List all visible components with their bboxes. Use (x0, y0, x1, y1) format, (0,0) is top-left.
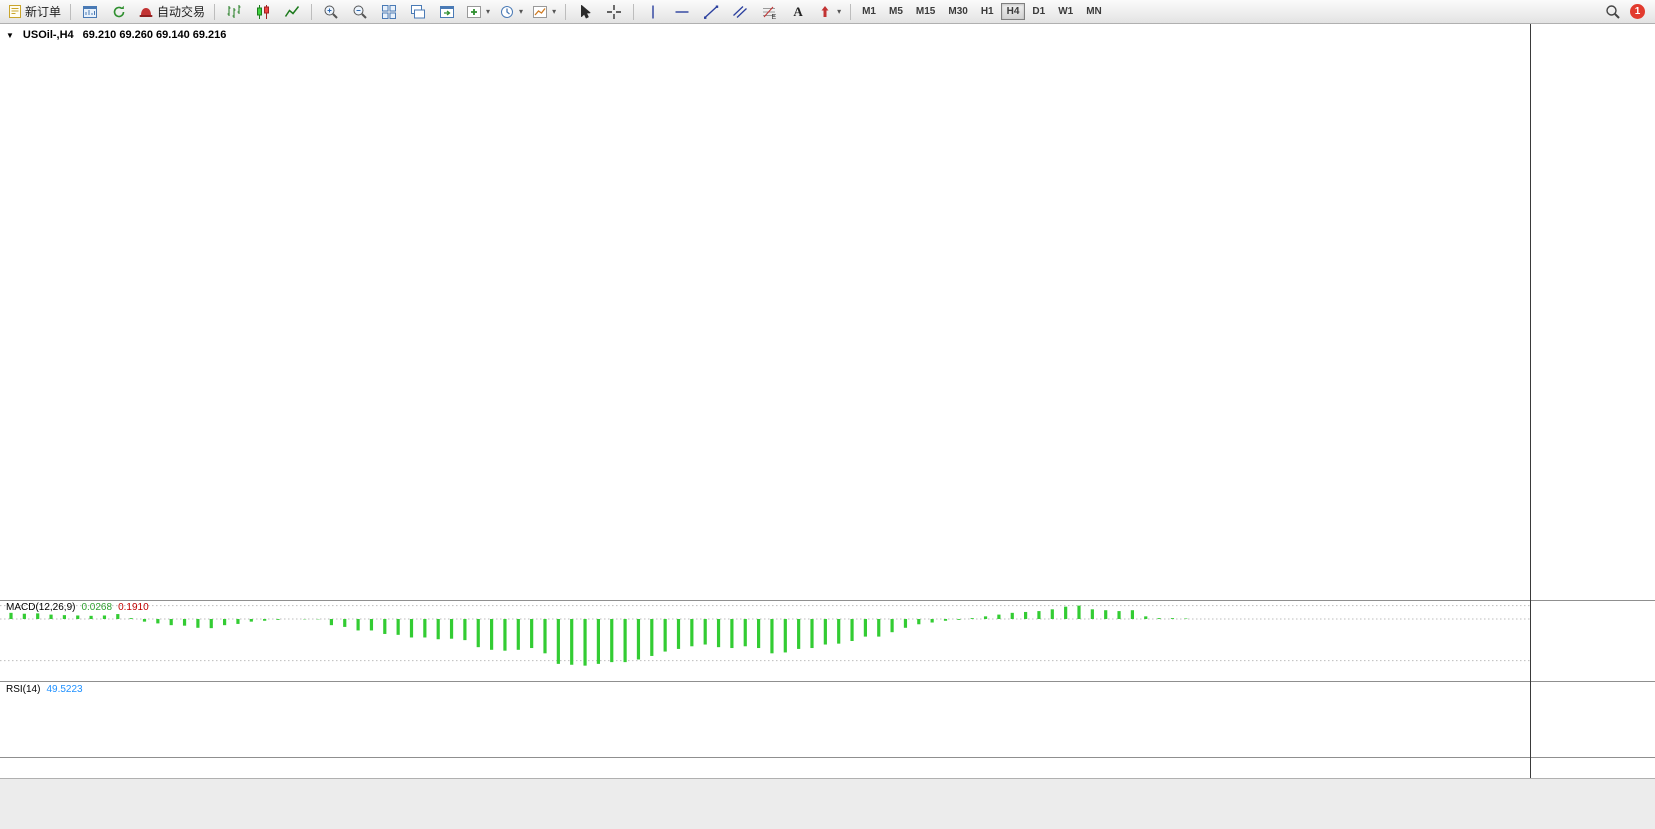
crosshair-button[interactable] (600, 1, 628, 23)
market-watch-icon (82, 4, 98, 20)
templates-icon (532, 4, 548, 20)
search-button[interactable] (1599, 1, 1627, 23)
dropdown-caret-icon: ▾ (552, 7, 557, 16)
trendline-icon (703, 4, 719, 20)
chart-window: ▼ USOil-,H4 69.210 69.260 69.140 69.216 … (0, 24, 1655, 778)
timeframe-button-h1[interactable]: H1 (980, 6, 994, 17)
panel-separators (0, 24, 1655, 778)
line-chart-icon (284, 4, 300, 20)
toolbar-separator (311, 3, 313, 20)
zoom-in-button[interactable] (317, 1, 345, 23)
horizontal-line-icon (674, 4, 690, 20)
dropdown-caret-icon: ▾ (837, 7, 842, 16)
timeframe-button-m15[interactable]: M15 (915, 6, 936, 17)
zoom-in-icon (323, 4, 339, 20)
market-watch-button[interactable] (76, 1, 104, 23)
timeframe-button-mn[interactable]: MN (1086, 6, 1102, 17)
trendline-button[interactable] (697, 1, 725, 23)
chart-header: ▼ USOil-,H4 69.210 69.260 69.140 69.216 (6, 29, 226, 41)
templates-button[interactable]: ▾ (528, 1, 560, 23)
svg-text:E: E (772, 14, 777, 20)
candlestick-chart-button[interactable] (249, 1, 277, 23)
toolbar: 新订单 自动交易 ▾ ▾ ▾ E A ▾ M1 M5 M15 M30 H1 H4… (0, 0, 1655, 24)
indicators-icon (466, 4, 482, 20)
text-tool-label: A (793, 3, 803, 19)
toolbar-separator (850, 3, 852, 20)
fibonacci-icon: E (761, 4, 777, 20)
macd-name: MACD(12,26,9) (6, 602, 76, 613)
cursor-button[interactable] (571, 1, 599, 23)
tile-windows-button[interactable] (375, 1, 403, 23)
periods-button[interactable]: ▾ (495, 1, 527, 23)
macd-signal-value: 0.1910 (118, 602, 149, 613)
new-order-button[interactable]: 新订单 (4, 1, 65, 23)
dropdown-caret-icon: ▾ (486, 7, 491, 16)
new-order-icon (8, 4, 22, 19)
price-chart[interactable] (0, 24, 1655, 778)
line-chart-button[interactable] (278, 1, 306, 23)
one-click-collapse-icon[interactable]: ▼ (6, 30, 14, 40)
window-background (0, 778, 1655, 829)
ohlc-values: 69.210 69.260 69.140 69.216 (82, 29, 227, 41)
bar-chart-button[interactable] (220, 1, 248, 23)
arrows-tool-button[interactable]: ▾ (813, 1, 845, 23)
refresh-icon (111, 4, 127, 20)
tile-windows-icon (381, 4, 397, 20)
arrange-windows-button[interactable] (433, 1, 461, 23)
horizontal-line-button[interactable] (668, 1, 696, 23)
timeframe-button-w1[interactable]: W1 (1058, 6, 1074, 17)
dropdown-caret-icon: ▾ (519, 7, 524, 16)
rsi-value: 49.5223 (46, 684, 83, 695)
symbol-period-label: USOil-,H4 (22, 29, 74, 41)
macd-panel (0, 605, 1530, 666)
timeframe-button-m30[interactable]: M30 (948, 6, 968, 17)
rsi-name: RSI(14) (6, 684, 41, 695)
arrange-windows-icon (439, 4, 455, 20)
vertical-line-button[interactable] (639, 1, 667, 23)
zoom-out-icon (352, 4, 368, 20)
autotrading-label: 自动交易 (157, 5, 206, 19)
bar-chart-icon (226, 4, 242, 20)
cascade-windows-button[interactable] (404, 1, 432, 23)
channel-button[interactable] (726, 1, 754, 23)
autotrading-icon (138, 4, 154, 20)
new-order-label: 新订单 (25, 5, 62, 19)
cursor-arrow-icon (577, 4, 593, 20)
crosshair-icon (606, 4, 622, 20)
macd-main-value: 0.0268 (81, 602, 113, 613)
macd-indicator-label: MACD(12,26,9) 0.0268 0.1910 (6, 602, 149, 613)
vertical-line-icon (645, 4, 661, 20)
rsi-indicator-label: RSI(14) 49.5223 (6, 684, 83, 695)
autotrading-button[interactable]: 自动交易 (134, 1, 209, 23)
zoom-out-button[interactable] (346, 1, 374, 23)
periods-clock-icon (499, 4, 515, 20)
timeframe-button-m1[interactable]: M1 (862, 6, 876, 17)
timeframe-button-d1[interactable]: D1 (1032, 6, 1046, 17)
toolbar-separator (214, 3, 216, 20)
arrow-shape-icon (817, 4, 833, 20)
channel-icon (732, 4, 748, 20)
candlestick-chart-icon (255, 4, 271, 20)
search-icon (1605, 4, 1621, 20)
refresh-button[interactable] (105, 1, 133, 23)
timeframe-button-h4[interactable]: H4 (1000, 3, 1026, 20)
toolbar-separator (633, 3, 635, 20)
toolbar-separator (70, 3, 72, 20)
toolbar-separator (565, 3, 567, 20)
timeframe-button-m5[interactable]: M5 (889, 6, 903, 17)
text-tool-button[interactable]: A (784, 1, 812, 23)
cascade-windows-icon (410, 4, 426, 20)
fibonacci-button[interactable]: E (755, 1, 783, 23)
notification-badge[interactable]: 1 (1630, 4, 1645, 19)
indicators-button[interactable]: ▾ (462, 1, 494, 23)
